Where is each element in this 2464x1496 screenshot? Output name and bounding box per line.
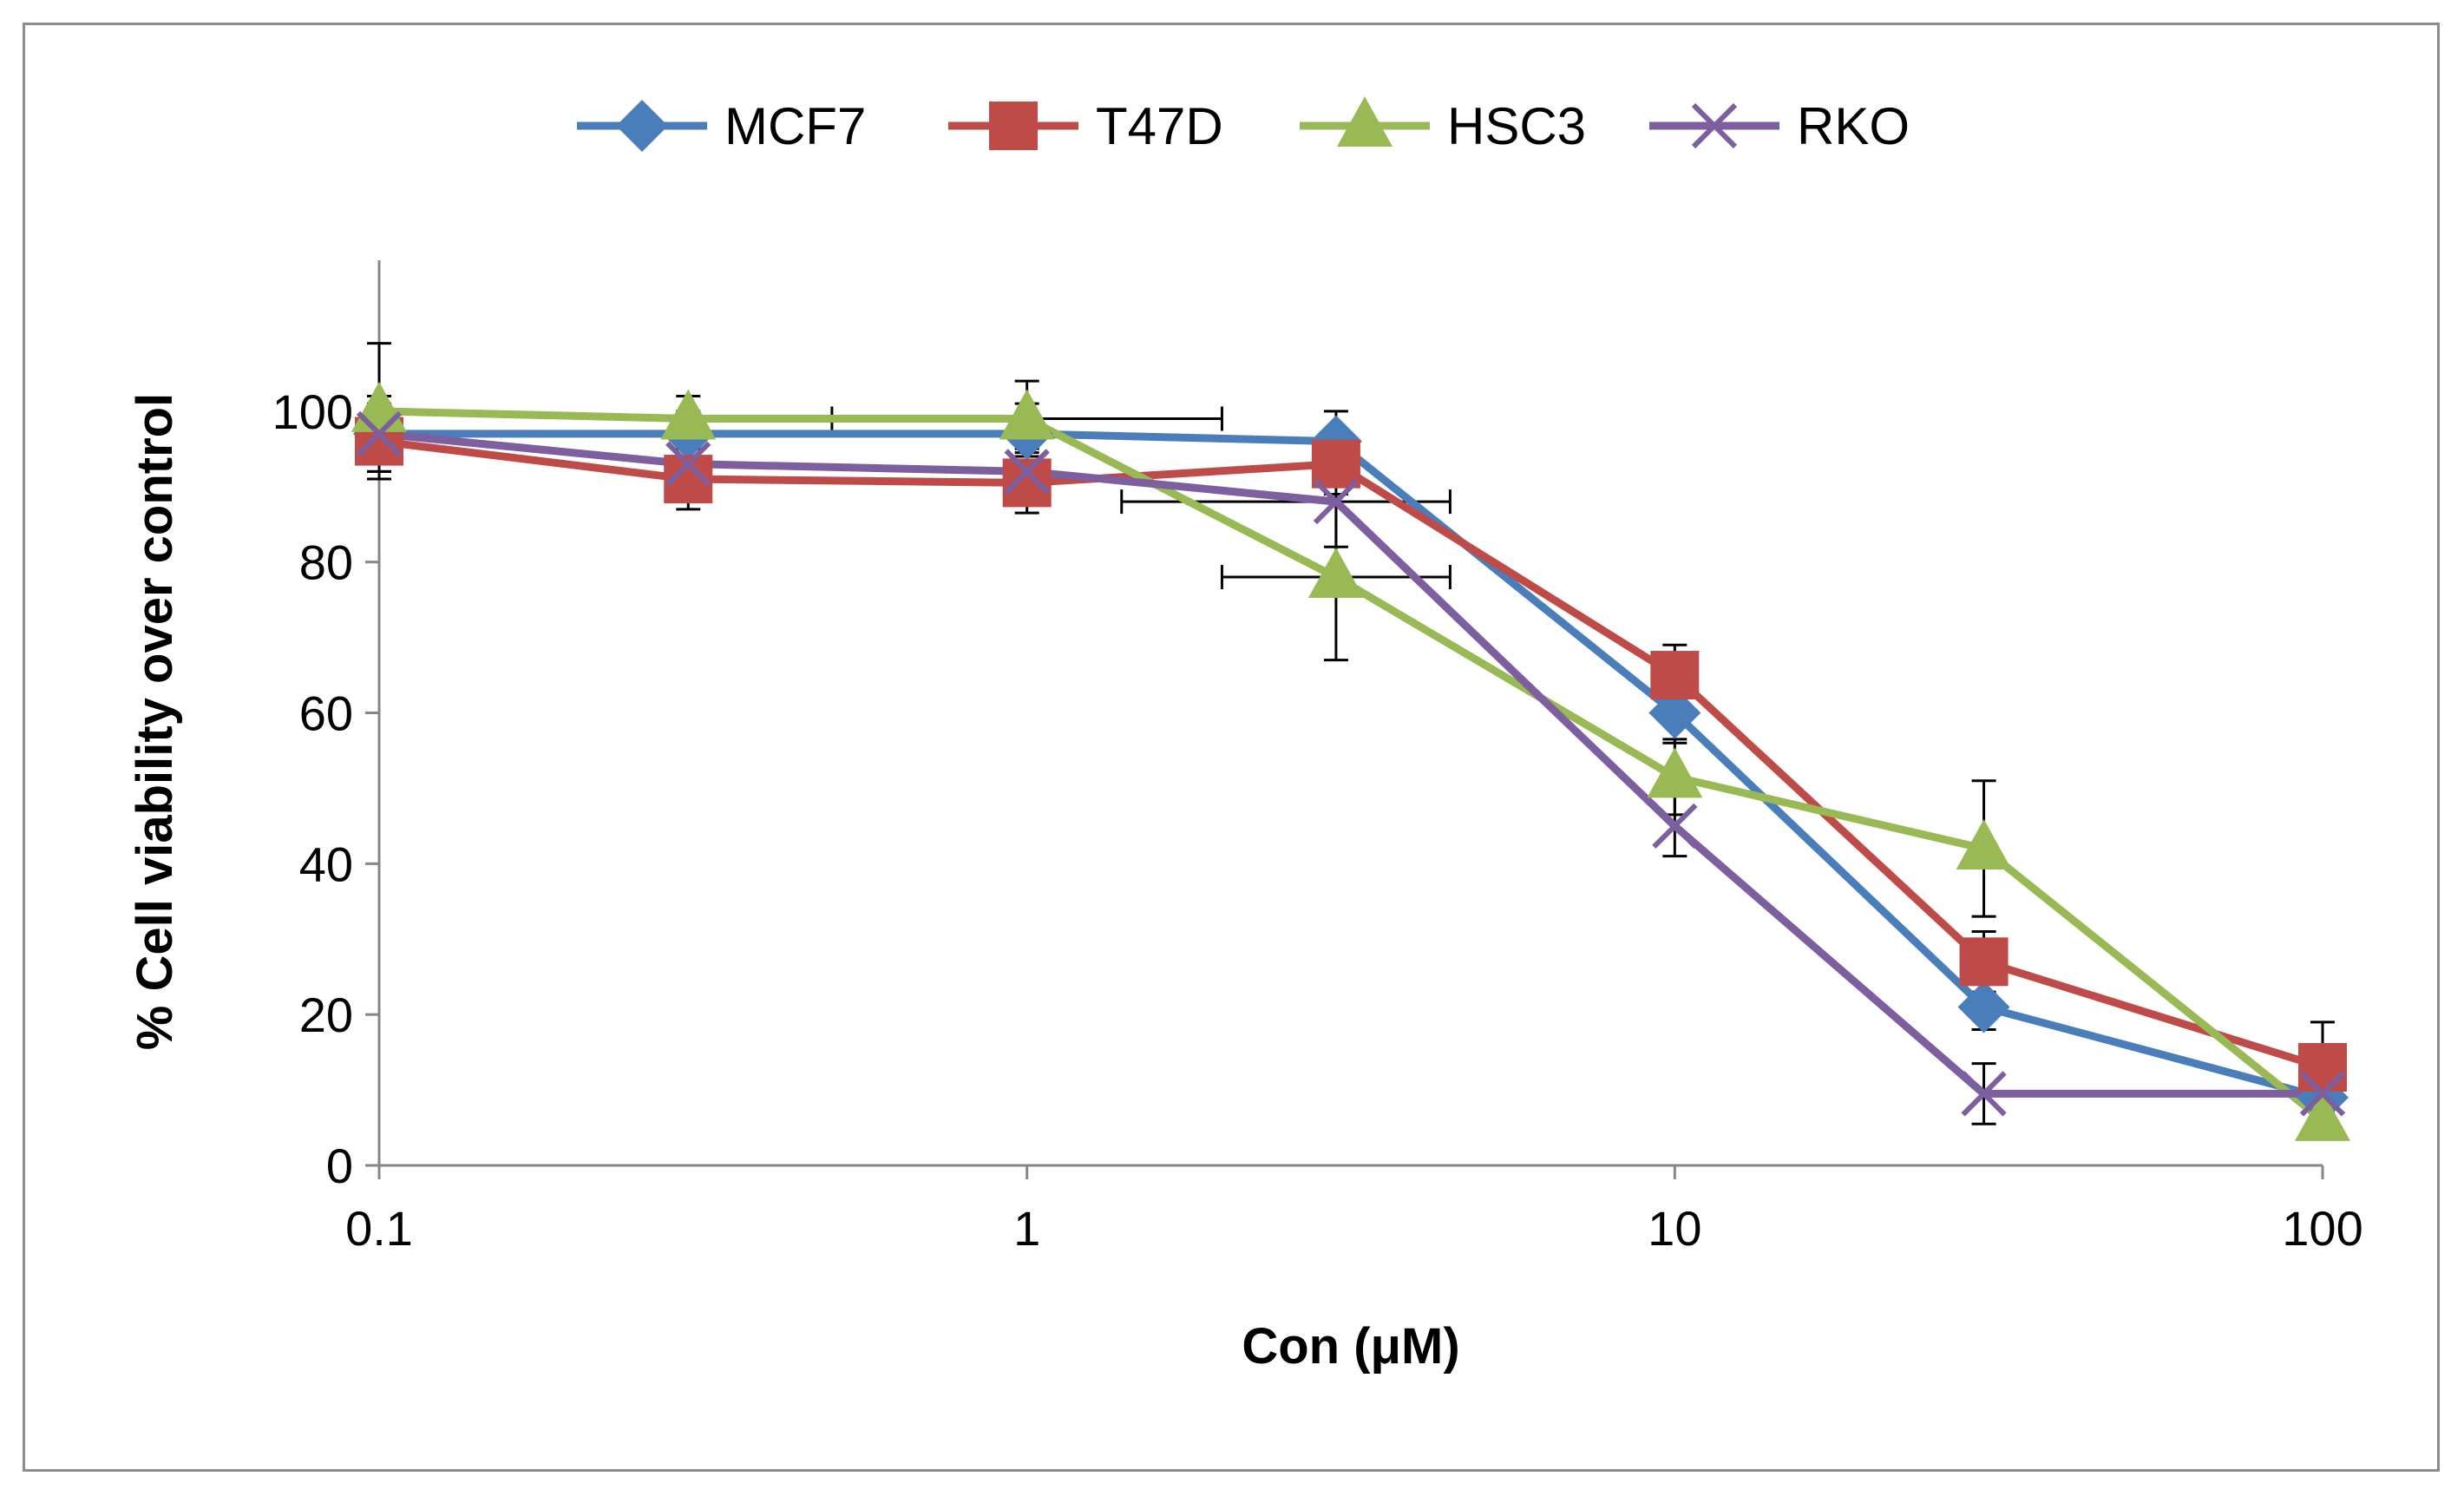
hsc3-data-point [1647,747,1703,798]
rko-series-line [378,430,2323,1098]
series-markers [351,381,2350,1141]
t47d-data-point [1311,439,1360,489]
rko-data-point [1313,479,1360,525]
rko-data-point [665,441,711,487]
y-tick-label: 60 [299,686,353,741]
t47d-data-point [1002,458,1052,508]
y-tick-label: 0 [326,1138,353,1193]
x-tick-label: 100 [2282,1201,2362,1256]
chart-frame [23,23,2440,1472]
legend-t47d-marker [989,102,1038,150]
legend-t47d-label: T47D [1096,97,1223,155]
x-tick-label: 10 [1648,1201,1701,1256]
y-axis-title: % Cell viability over control [127,393,183,1050]
legend-rko-marker [1691,102,1738,149]
axes: 0 20 40 60 80 100 0.1 1 10 100 [272,260,2363,1256]
t47d-data-point [2298,1043,2347,1092]
mcf7-data-point [1648,686,1701,739]
t47d-data-point [1650,651,1700,700]
hsc3-data-point [1307,548,1364,599]
y-tick-label: 80 [299,535,353,590]
legend-mcf7-label: MCF7 [724,97,866,155]
x-tick-label: 1 [1013,1201,1040,1256]
hsc3-data-point [351,381,407,432]
y-tick-label: 20 [299,987,353,1042]
hsc3-data-point [2295,1090,2350,1141]
legend-mcf7-marker [616,100,668,152]
hsc3-data-point [999,389,1055,440]
y-ticks: 0 20 40 60 80 100 [272,384,379,1193]
legend: MCF7 T47D HSC3 RKO [577,96,1910,155]
t47d-data-point [1959,937,2009,987]
x-ticks: 0.1 1 10 100 [345,1165,2363,1256]
rko-data-point [1961,1071,2007,1117]
rko-data-point [1652,803,1698,849]
x-axis-title: Con (μM) [1242,1318,1459,1375]
mcf7-data-point [1957,981,2010,1033]
rko-data-point [1004,449,1050,495]
legend-hsc3-label: HSC3 [1447,97,1586,155]
legend-hsc3-marker [1337,96,1393,147]
x-tick-label: 0.1 [345,1201,413,1256]
legend-rko-label: RKO [1797,97,1910,155]
rko-data-point [2299,1071,2346,1117]
y-tick-label: 40 [299,837,353,891]
rko-data-point [356,410,403,457]
hsc3-data-point [1956,818,2012,869]
t47d-series-line [378,437,2324,1072]
hsc3-data-point [660,389,717,440]
mcf7-series-line [379,430,2324,1102]
y-tick-label: 100 [272,384,353,439]
